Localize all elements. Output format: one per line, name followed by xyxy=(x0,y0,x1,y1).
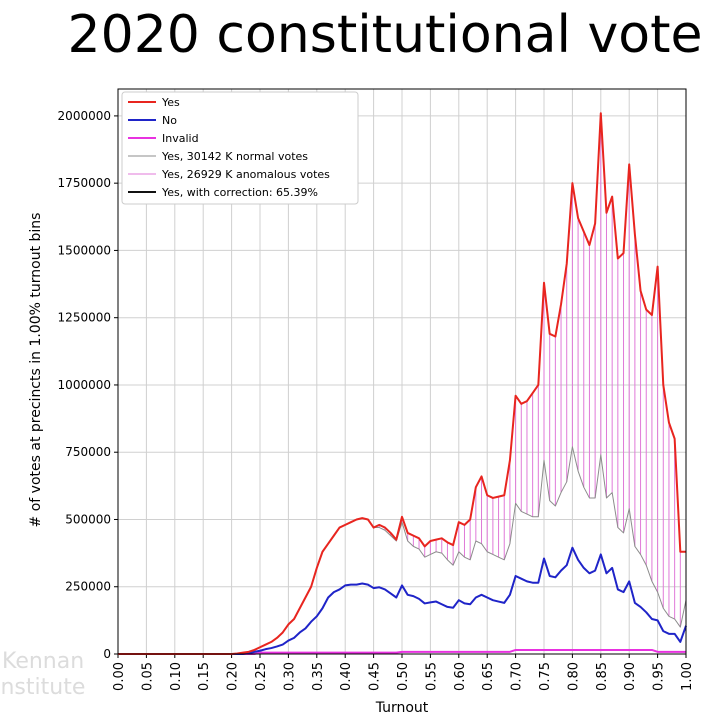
x-tick-label: 0.80 xyxy=(566,662,581,691)
x-tick-label: 0.50 xyxy=(396,662,411,691)
legend-label: Yes, 30142 K normal votes xyxy=(161,150,308,163)
x-tick-label: 0.60 xyxy=(453,662,468,691)
y-tick-label: 1000000 xyxy=(58,378,111,392)
x-axis-label: Turnout xyxy=(375,700,429,716)
legend-label: No xyxy=(162,114,177,127)
x-tick-label: 0.20 xyxy=(226,662,241,691)
legend-box xyxy=(121,91,359,205)
x-tick-label: 0.65 xyxy=(481,662,496,691)
x-tick-label: 0.90 xyxy=(623,662,638,691)
legend-label: Invalid xyxy=(162,132,199,145)
x-tick-label: 0.25 xyxy=(254,662,269,691)
y-tick-label: 0 xyxy=(103,647,111,661)
plot-frame xyxy=(117,88,687,655)
x-tick-label: 0.10 xyxy=(169,662,184,691)
x-tick-label: 0.45 xyxy=(368,662,383,691)
legend-label: Yes xyxy=(161,96,180,109)
x-tick-label: 0.55 xyxy=(424,662,439,691)
x-tick-label: 0.70 xyxy=(510,662,525,691)
x-tick-label: 0.15 xyxy=(197,662,212,691)
y-tick-label: 1250000 xyxy=(58,311,111,325)
x-tick-label: 0.75 xyxy=(538,662,553,691)
x-tick-label: 0.30 xyxy=(282,662,297,691)
x-tick-label: 0.00 xyxy=(112,662,127,691)
legend-label: Yes, 26929 K anomalous votes xyxy=(161,168,330,181)
y-axis-label: # of votes at precincts in 1.00% turnout… xyxy=(28,213,44,528)
x-tick-label: 0.05 xyxy=(140,662,155,691)
x-tick-label: 0.95 xyxy=(652,662,667,691)
chart-title: 2020 constitutional vote xyxy=(68,5,703,65)
y-tick-label: 1500000 xyxy=(58,243,111,257)
y-tick-label: 750000 xyxy=(65,445,111,459)
watermark: Institute xyxy=(0,675,85,700)
legend-label: Yes, with correction: 65.39% xyxy=(161,186,318,199)
y-tick-label: 1750000 xyxy=(58,176,111,190)
y-tick-label: 250000 xyxy=(65,580,111,594)
watermark: Kennan xyxy=(2,649,84,674)
x-tick-label: 0.40 xyxy=(339,662,354,691)
y-tick-label: 500000 xyxy=(65,512,111,526)
x-tick-label: 0.85 xyxy=(595,662,610,691)
y-tick-label: 2000000 xyxy=(58,109,111,123)
x-tick-label: 0.35 xyxy=(311,662,326,691)
x-tick-label: 1.00 xyxy=(680,662,695,691)
